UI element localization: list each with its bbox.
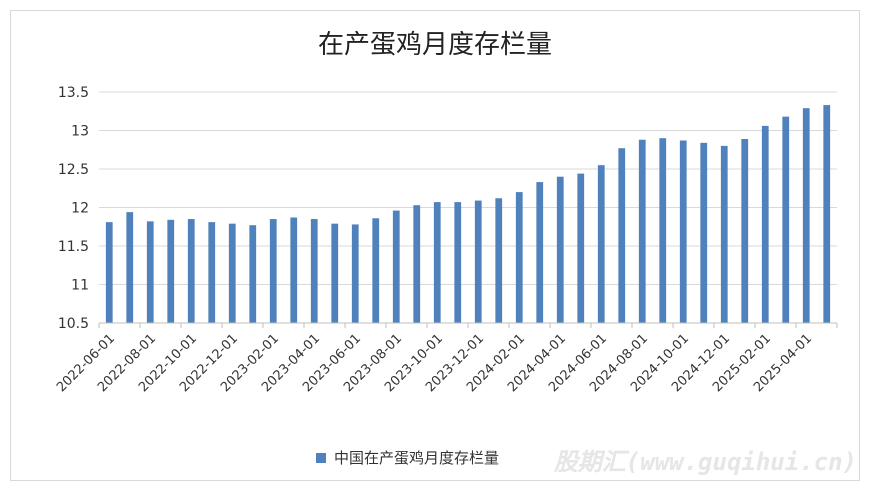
bar	[167, 219, 175, 323]
bar	[433, 202, 441, 323]
legend: 中国在产蛋鸡月度存栏量	[316, 449, 499, 467]
bar-chart: 在产蛋鸡月度存栏量 10.5 11 11.5 12 12.5 13 13.5 2022-06…	[54, 30, 857, 476]
legend-swatch	[316, 453, 326, 463]
legend-label: 中国在产蛋鸡月度存栏量	[334, 449, 499, 467]
bar	[310, 219, 318, 323]
bar	[597, 165, 605, 323]
x-axis	[98, 322, 838, 328]
bar	[782, 116, 790, 323]
bar	[126, 212, 134, 323]
y-axis-ticks: 10.5 11 11.5 12 12.5 13 13.5	[58, 85, 89, 332]
bar	[208, 222, 216, 323]
bar	[638, 139, 646, 323]
bar	[761, 125, 769, 323]
bar	[679, 140, 687, 323]
bar	[495, 198, 503, 323]
bar	[372, 218, 380, 323]
x-axis-ticks: 2022-06-012022-08-012022-10-012022-12-01…	[54, 331, 815, 395]
bar	[187, 219, 195, 323]
bar	[413, 205, 421, 323]
bar	[269, 219, 277, 323]
bars	[105, 105, 831, 323]
bar	[802, 108, 810, 323]
bar	[474, 200, 482, 323]
bar	[249, 225, 257, 323]
bar	[536, 182, 544, 323]
bar	[146, 221, 154, 323]
bar	[515, 192, 523, 323]
y-tick-label: 11	[71, 278, 89, 294]
bar	[618, 148, 626, 323]
bar	[454, 202, 462, 323]
bar	[823, 105, 831, 323]
y-tick-label: 13	[71, 124, 89, 140]
bar	[700, 142, 708, 323]
bar	[392, 210, 400, 323]
bar	[577, 173, 585, 323]
bar	[105, 222, 113, 323]
y-tick-label: 13.5	[58, 85, 89, 101]
bar	[720, 145, 728, 323]
bar	[659, 138, 667, 323]
bar	[290, 217, 298, 323]
bar	[351, 224, 359, 323]
chart-title: 在产蛋鸡月度存栏量	[318, 30, 552, 60]
bar	[741, 138, 749, 323]
bar	[331, 223, 339, 323]
bar	[228, 223, 236, 323]
bar	[556, 176, 564, 323]
y-tick-label: 10.5	[58, 316, 89, 332]
watermark: 股期汇(www.guqihui.cn)	[553, 448, 857, 476]
y-tick-label: 11.5	[58, 239, 89, 255]
gridlines	[99, 91, 837, 285]
y-tick-label: 12.5	[58, 162, 89, 178]
y-tick-label: 12	[71, 201, 89, 217]
chart-frame: 在产蛋鸡月度存栏量 10.5 11 11.5 12 12.5 13 13.5 2022-06…	[10, 10, 860, 481]
